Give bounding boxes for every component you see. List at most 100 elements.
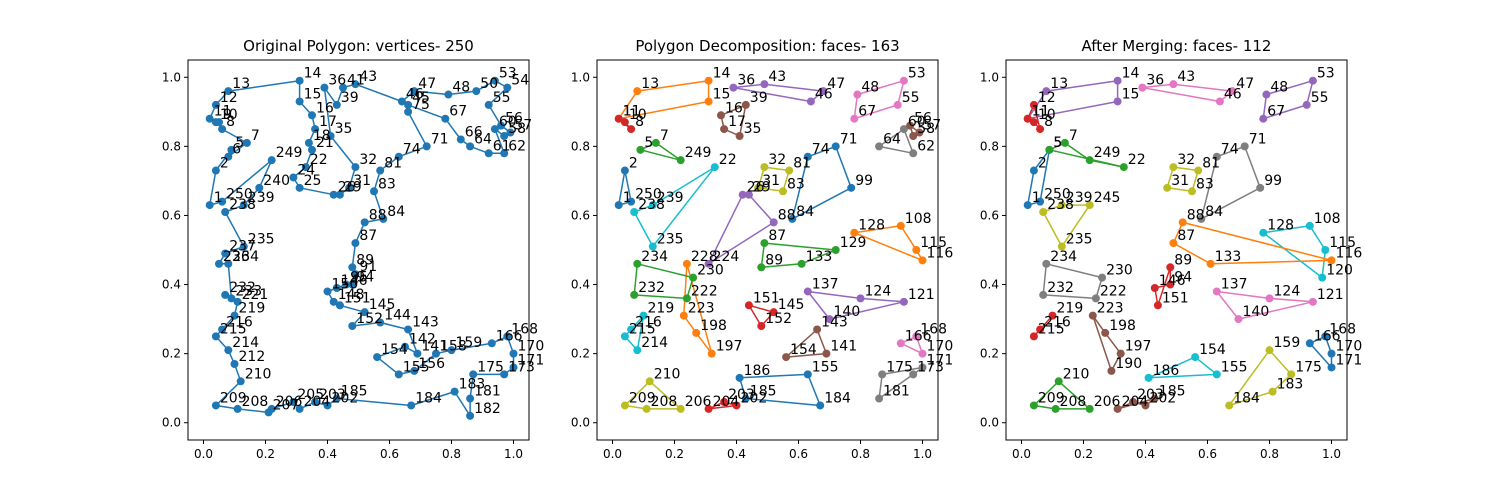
vertex-point	[211, 401, 220, 410]
vertex-label: 186	[744, 363, 771, 379]
vertex-point	[735, 132, 744, 140]
vertex-point	[295, 404, 304, 413]
vertex-label: 55	[1311, 90, 1329, 106]
vertex-point	[831, 246, 840, 254]
vertex-label: 58	[508, 121, 526, 137]
vertex-label: 61	[493, 138, 511, 154]
x-tick-label: 0.4	[727, 447, 746, 461]
vertex-label: 146	[341, 273, 368, 289]
vertex-point	[490, 125, 499, 134]
vertex-point	[1023, 201, 1032, 210]
series-line-3	[639, 142, 682, 161]
vertex-label: 108	[1314, 211, 1341, 227]
vertex-label: 210	[1063, 366, 1090, 382]
vertex-point	[738, 190, 747, 199]
vertex-point	[1060, 138, 1069, 147]
vertex-label: 250	[635, 187, 662, 203]
vertex-point	[242, 138, 251, 147]
vertex-label: 75	[412, 97, 430, 113]
vertex-point	[1057, 201, 1066, 210]
vertex-point	[1138, 83, 1147, 92]
vertex-label: 5	[1053, 135, 1062, 151]
vertex-point	[397, 97, 406, 106]
vertex-point	[332, 394, 341, 403]
vertex-label: 88	[1187, 207, 1205, 223]
vertex-point	[822, 349, 831, 358]
vertex-label: 11	[1032, 104, 1050, 120]
vertex-label: 202	[741, 390, 768, 406]
vertex-label: 31	[353, 173, 371, 189]
vertex-point	[1305, 339, 1314, 348]
vertex-label: 74	[403, 142, 421, 158]
vertex-point	[301, 163, 310, 172]
vertex-label: 56	[505, 111, 523, 127]
vertex-point	[676, 404, 685, 413]
vertex-label: 219	[648, 301, 675, 317]
vertex-point	[410, 87, 419, 96]
vertex-label: 151	[753, 290, 780, 306]
vertex-point	[704, 97, 713, 106]
vertex-label: 55	[493, 90, 511, 106]
vertex-point	[1265, 294, 1274, 303]
x-tick-label: 1.0	[504, 447, 523, 461]
vertex-label: 57	[514, 118, 532, 134]
vertex-point	[875, 142, 884, 151]
vertex-point	[744, 190, 753, 199]
vertex-point	[1051, 404, 1060, 413]
x-tick-label: 0.2	[665, 447, 684, 461]
vertex-point	[633, 346, 642, 355]
y-tick-label: 0.8	[162, 139, 181, 153]
vertex-label: 171	[518, 352, 545, 368]
vertex-label: 232	[229, 280, 256, 296]
vertex-point	[500, 132, 509, 140]
vertex-point	[1141, 401, 1150, 410]
vertex-label: 43	[768, 69, 786, 85]
vertex-label: 221	[242, 287, 269, 303]
vertex-label: 83	[787, 176, 805, 192]
vertex-label: 223	[1097, 301, 1124, 317]
vertex-point	[1153, 301, 1162, 310]
vertex-point	[230, 360, 239, 368]
vertex-label: 7	[660, 128, 669, 144]
vertex-label: 216	[635, 314, 662, 330]
y-tick-label: 0.0	[980, 416, 999, 430]
vertex-label: 208	[242, 394, 269, 410]
vertex-label: 15	[304, 86, 322, 102]
vertex-label: 168	[511, 321, 538, 337]
vertex-label: 128	[1267, 218, 1294, 234]
vertex-point	[311, 398, 320, 406]
vertex-point	[1321, 332, 1330, 341]
vertex-point	[490, 76, 499, 85]
vertex-label: 140	[1243, 304, 1270, 320]
series-line-16	[785, 328, 828, 358]
vertex-point	[760, 80, 769, 89]
vertex-label: 198	[1109, 318, 1136, 334]
series-line-13	[1147, 356, 1218, 379]
vertex-label: 116	[927, 245, 954, 261]
vertex-label: 143	[821, 314, 848, 330]
vertex-point	[819, 87, 828, 96]
vertex-point	[484, 149, 493, 158]
vertex-point	[639, 311, 648, 320]
vertex-point	[1194, 166, 1203, 175]
vertex-point	[404, 100, 413, 109]
axes-panel-3: After Merging: faces- 112125250111314158…	[980, 37, 1362, 461]
vertex-point	[1287, 370, 1296, 379]
vertex-point	[906, 121, 915, 130]
vertex-label: 41	[347, 73, 365, 89]
vertex-point	[432, 349, 440, 358]
y-tick-label: 0.2	[571, 347, 590, 361]
vertex-point	[620, 401, 629, 410]
vertex-point	[648, 201, 657, 210]
vertex-point	[466, 394, 475, 403]
x-tick-label: 0.6	[1198, 447, 1217, 461]
vertex-label: 14	[304, 66, 322, 82]
vertex-label: 173	[508, 359, 535, 375]
vertex-point	[401, 342, 409, 351]
vertex-label: 215	[220, 321, 247, 337]
vertex-point	[394, 370, 403, 379]
vertex-label: 87	[768, 228, 786, 244]
vertex-label: 185	[341, 384, 368, 400]
vertex-point	[717, 111, 725, 120]
vertex-point	[342, 280, 351, 289]
